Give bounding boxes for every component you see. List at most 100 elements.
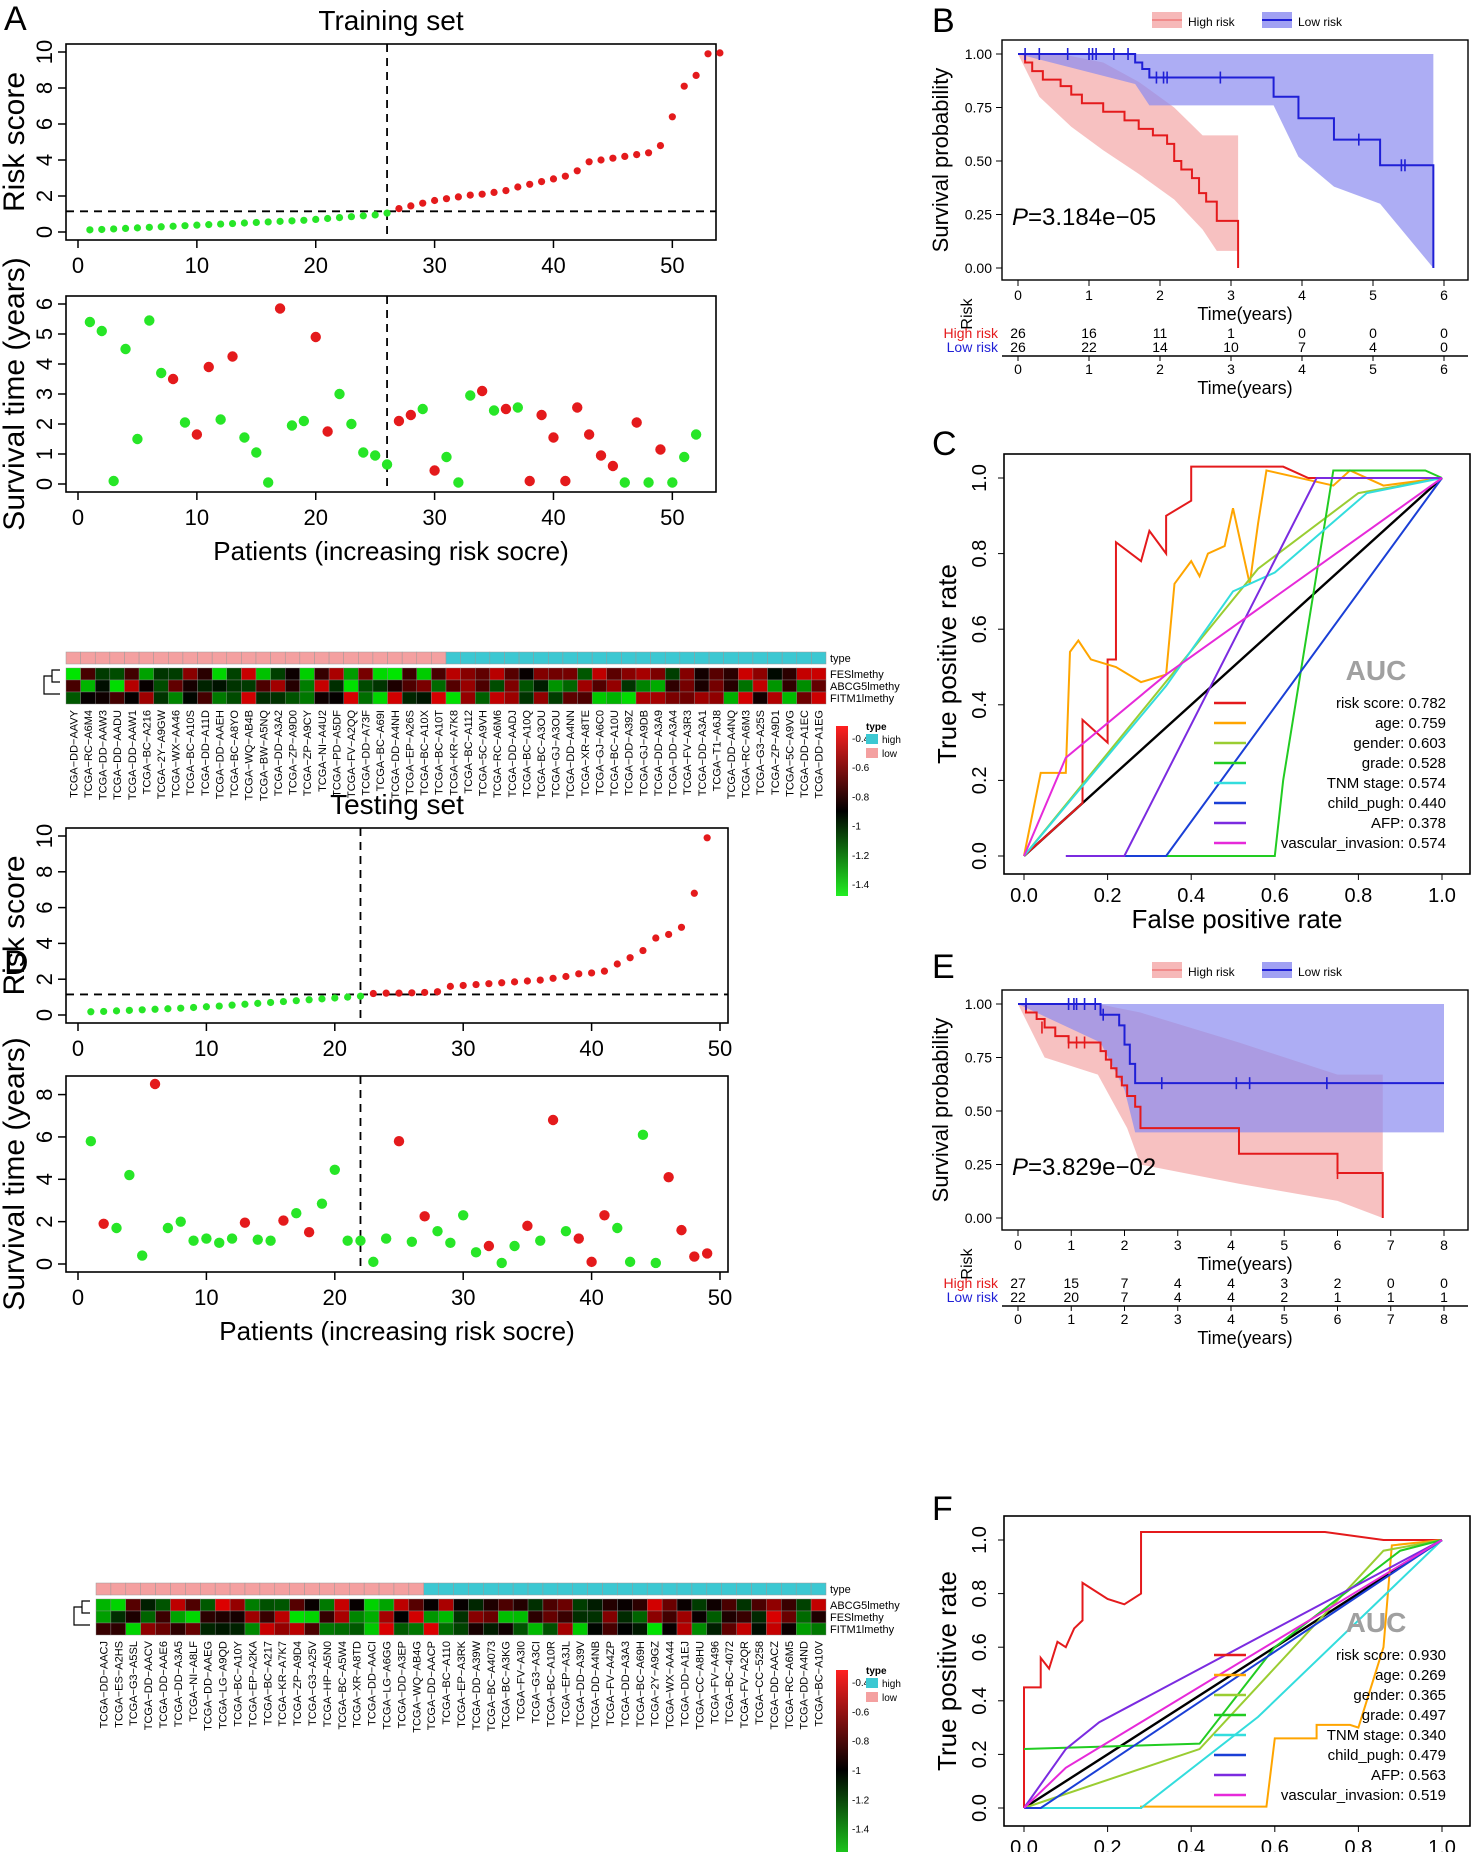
x-tick-label: 6 xyxy=(1334,1237,1342,1253)
sample-label: TCGA−DD−A3EP xyxy=(396,1641,408,1728)
sample-label: TCGA−2Y−A9GW xyxy=(156,709,168,799)
risk-table-xlabel: Time(years) xyxy=(1197,378,1292,398)
heatmap-cell xyxy=(621,667,637,681)
x-tick-label: 1 xyxy=(1085,287,1093,303)
survival-point xyxy=(509,1240,520,1252)
heatmap-cell xyxy=(125,1610,141,1624)
survival-point xyxy=(572,402,583,413)
heatmap-cell xyxy=(155,1598,171,1612)
heatmap-cell xyxy=(723,667,739,681)
heatmap-cell xyxy=(504,667,520,681)
heatmap-cell xyxy=(140,1610,156,1624)
heatmap-cell xyxy=(80,667,96,681)
scale-label: -1.2 xyxy=(852,1795,870,1806)
risk-point xyxy=(665,930,673,939)
y-tick-label: 4 xyxy=(32,358,57,370)
risk-count: 16 xyxy=(1081,325,1097,341)
type-cell xyxy=(650,651,666,665)
scale-label: -0.6 xyxy=(852,1707,870,1718)
survival-point xyxy=(560,475,571,487)
type-cell xyxy=(527,1582,544,1596)
heatmap-cell xyxy=(363,1598,380,1612)
plot-frame xyxy=(1001,989,1469,1231)
scale-label: -1.4 xyxy=(852,1825,870,1836)
risk-table-tick-label: 3 xyxy=(1174,1311,1182,1327)
heatmap-cell xyxy=(155,1622,171,1636)
survival-point xyxy=(393,1135,405,1147)
type-cell xyxy=(781,1582,797,1596)
legend-low-label: Low risk xyxy=(1298,15,1343,29)
legend-label: AFP: 0.563 xyxy=(1371,1767,1446,1784)
sample-label: TCGA−G3−A25S xyxy=(755,710,767,795)
risk-point xyxy=(335,214,344,222)
sample-label: TCGA−G3−A3CI xyxy=(530,1641,542,1724)
heatmap-cell xyxy=(557,1598,573,1612)
type-cell xyxy=(795,1582,812,1596)
y-tick-label: 4 xyxy=(32,937,57,949)
sample-label: TCGA−EP−A26S xyxy=(404,710,416,795)
heatmap-cell xyxy=(647,1610,663,1624)
risk-point xyxy=(383,209,391,217)
heatmap-cell xyxy=(572,1598,588,1612)
heatmap-cell xyxy=(80,691,96,705)
y-axis-label: Survival time (years) xyxy=(0,1037,31,1310)
risk-point xyxy=(498,979,506,987)
heatmap-cell xyxy=(606,691,622,705)
survival-point xyxy=(156,367,167,379)
y-tick-label: 2 xyxy=(32,1216,57,1228)
heatmap-cell xyxy=(378,1610,395,1624)
x-tick-label: 0.4 xyxy=(1177,1837,1205,1852)
type-cell xyxy=(617,1582,633,1596)
survival-point xyxy=(465,390,476,401)
x-tick-label: 2 xyxy=(1121,1237,1129,1253)
y-tick-label: 0.8 xyxy=(969,540,991,568)
survival-point xyxy=(381,459,393,470)
x-tick-label: 0.2 xyxy=(1094,885,1122,907)
type-cell xyxy=(766,1582,782,1596)
heatmap-cell xyxy=(796,1622,812,1636)
type-cell xyxy=(676,1582,693,1596)
sample-label: TCGA−CC−5258 xyxy=(754,1641,766,1725)
heatmap-cell xyxy=(518,691,534,705)
type-cell xyxy=(197,651,213,665)
y-tick-label: 0 xyxy=(32,1258,57,1270)
x-tick-label: 20 xyxy=(303,505,327,530)
risk-point xyxy=(562,972,570,981)
x-tick-label: 4 xyxy=(1227,1237,1235,1253)
risk-point xyxy=(600,967,609,975)
sample-label: TCGA−DD−A3A9 xyxy=(653,710,665,796)
survival-point xyxy=(291,1207,302,1219)
risk-point xyxy=(279,997,288,1006)
survival-point xyxy=(96,325,107,337)
risk-count: 2 xyxy=(1334,1275,1342,1291)
x-tick-label: 10 xyxy=(194,1036,218,1061)
sample-label: TCGA−WX−AA46 xyxy=(171,710,183,798)
heatmap-cell xyxy=(679,679,695,693)
heatmap-cell xyxy=(401,679,417,693)
heatmap-cell xyxy=(185,1622,201,1636)
sample-label: TCGA−NI−A8LF xyxy=(188,1641,200,1722)
heatmap-cell xyxy=(168,679,184,693)
sample-label: TCGA−DD−AAW1 xyxy=(127,710,139,800)
risk-count: 1 xyxy=(1440,1289,1448,1305)
sample-label: TCGA−DD−AACJ xyxy=(98,1641,110,1728)
heatmap-cell xyxy=(542,1610,559,1624)
risk-point xyxy=(145,223,153,231)
risk-point xyxy=(292,997,300,1005)
sample-label: TCGA−ZP−A9CY xyxy=(302,709,314,796)
sample-label: TCGA−DD−A4ND xyxy=(799,1641,811,1730)
legend-label: child_pugh: 0.479 xyxy=(1328,1747,1446,1764)
heatmap-cell xyxy=(708,691,724,705)
risk-count: 0 xyxy=(1440,1275,1448,1291)
sample-label: TCGA−DD−A4NQ xyxy=(726,710,738,800)
heatmap-cell xyxy=(766,1598,782,1612)
risk-point xyxy=(264,218,272,226)
heatmap-cell xyxy=(445,691,461,705)
row-label: type xyxy=(830,653,851,665)
sample-label: TCGA−DD−AACZ xyxy=(769,1641,781,1730)
type-cell xyxy=(170,1582,186,1596)
heatmap-cell xyxy=(602,1610,618,1624)
heatmap-cell xyxy=(408,1598,424,1612)
